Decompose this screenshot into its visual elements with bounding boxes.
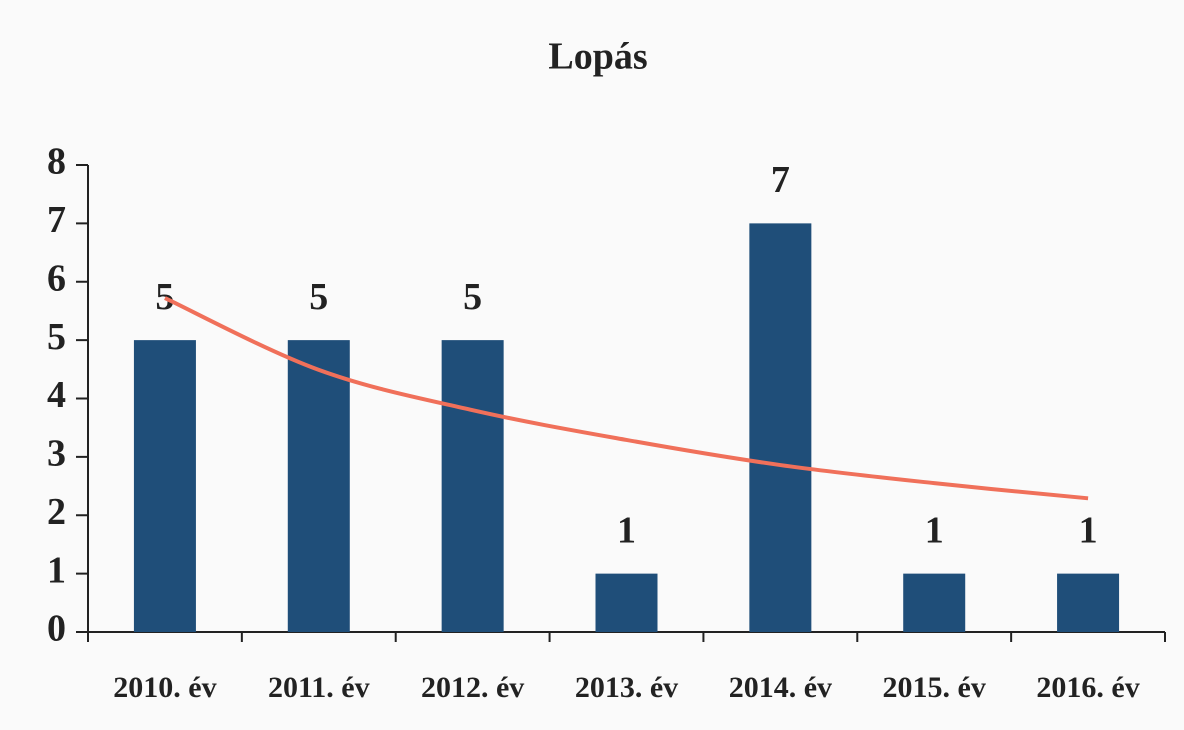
- x-tick-label: 2012. év: [421, 671, 524, 704]
- y-tick-label: 3: [47, 433, 66, 475]
- bar: [1057, 574, 1119, 632]
- data-label: 1: [1079, 509, 1098, 551]
- bar: [596, 574, 658, 632]
- x-tick-label: 2015. év: [883, 671, 986, 704]
- data-label: 1: [617, 509, 636, 551]
- bar: [442, 340, 504, 632]
- x-tick-label: 2014. év: [729, 671, 832, 704]
- bar: [903, 574, 965, 632]
- y-tick-label: 8: [47, 141, 66, 183]
- y-tick-label: 6: [47, 257, 66, 299]
- data-label: 5: [463, 276, 482, 318]
- chart: Lopás 0 1 2 3 4 5 6 7 8 2010. év 2011. év 2012. év 2…: [0, 0, 1184, 730]
- bar: [134, 340, 196, 632]
- x-tick-label: 2016. év: [1036, 671, 1139, 704]
- chart-title: Lopás: [548, 36, 647, 78]
- y-tick-label: 5: [47, 316, 66, 358]
- data-label: 7: [771, 159, 790, 201]
- x-tick-label: 2013. év: [575, 671, 678, 704]
- bar: [749, 223, 811, 632]
- data-label: 5: [309, 276, 328, 318]
- y-tick-label: 7: [47, 199, 66, 241]
- x-tick-label: 2010. év: [113, 671, 216, 704]
- data-label: 1: [925, 509, 944, 551]
- y-tick-label: 4: [47, 374, 66, 416]
- x-tick-label: 2011. év: [268, 671, 370, 704]
- bar: [288, 340, 350, 632]
- y-tick-label: 2: [47, 491, 66, 533]
- y-tick-label: 0: [47, 608, 66, 650]
- y-tick-label: 1: [47, 549, 66, 591]
- data-label: 5: [155, 276, 174, 318]
